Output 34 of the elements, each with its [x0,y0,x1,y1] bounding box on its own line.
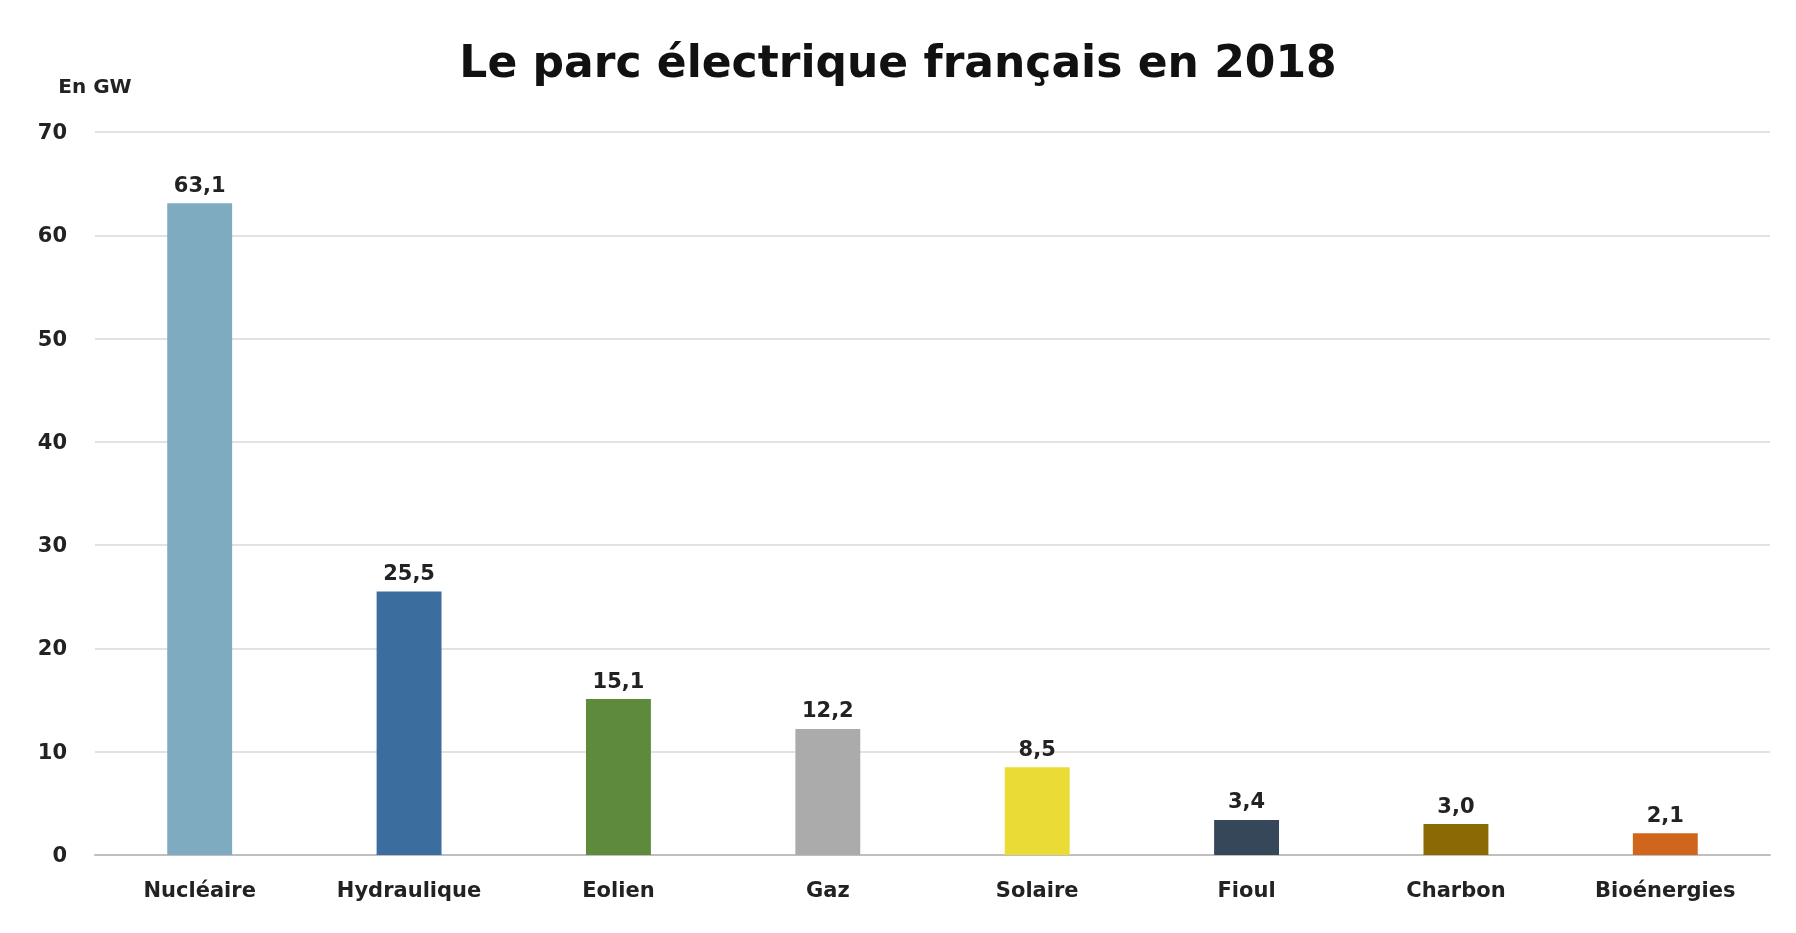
chart-title: Le parc électrique français en 2018 [459,35,1337,87]
x-tick-label: Nucléaire [143,877,256,902]
y-tick-label: 70 [37,120,67,144]
y-tick-label: 20 [37,636,67,661]
data-label: 63,1 [173,172,226,197]
bar [376,591,442,855]
bar [1423,824,1489,855]
data-label: 3,0 [1437,793,1475,818]
bar [1214,819,1280,855]
bar [1004,767,1070,855]
bar [795,728,861,855]
x-tick-label: Hydraulique [336,877,482,902]
y-tick-label: 10 [37,739,67,764]
data-label: 12,2 [801,698,854,723]
y-tick-label: 30 [37,533,67,558]
x-tick-label: Fioul [1217,877,1276,902]
bar [1632,833,1698,855]
bar [167,203,233,855]
data-label: 2,1 [1646,802,1684,827]
data-label: 25,5 [383,561,435,586]
y-axis-title: En GW [58,74,132,98]
bar [585,699,651,855]
data-label: 3,4 [1227,789,1266,814]
y-tick-label: 50 [37,326,67,351]
x-tick-label: Bioénergies [1595,877,1736,902]
y-tick-label: 60 [37,223,67,248]
y-tick-label: 40 [37,429,67,454]
data-label: 8,5 [1018,736,1056,761]
x-tick-label: Solaire [995,877,1079,902]
y-tick-label: 0 [52,843,67,867]
data-label: 15,1 [592,668,645,693]
x-tick-label: Charbon [1406,877,1506,902]
x-tick-label: Eolien [582,877,655,902]
x-tick-label: Gaz [805,877,850,902]
